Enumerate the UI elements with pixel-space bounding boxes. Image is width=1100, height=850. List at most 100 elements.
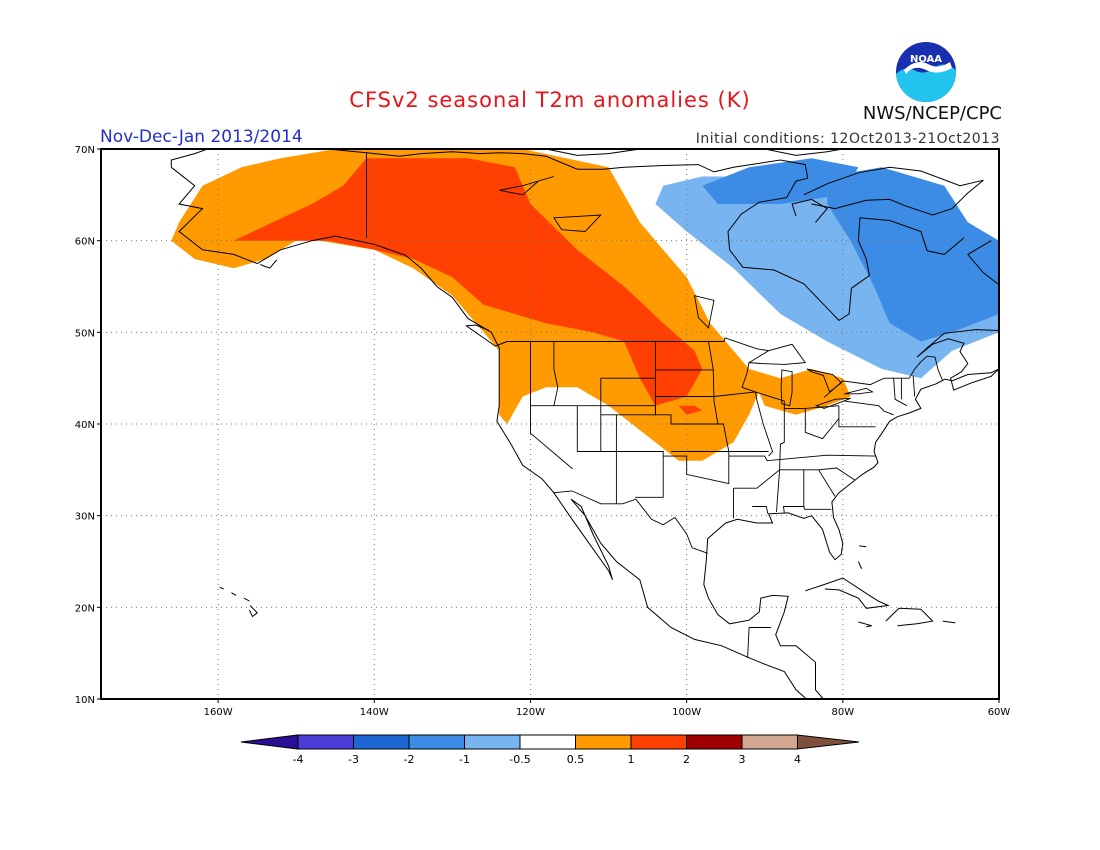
coastline xyxy=(791,198,828,223)
colorbar-segment xyxy=(408,734,465,750)
coastline xyxy=(243,597,250,602)
coastline xyxy=(805,577,890,609)
coastline xyxy=(967,240,999,286)
colorbar-label: 0.5 xyxy=(567,753,585,766)
border-line xyxy=(553,341,559,406)
colorbar-segment xyxy=(464,734,521,750)
agency-label: NWS/NCEP/CPC xyxy=(862,103,1002,124)
noaa-logo: NOAA xyxy=(894,40,958,104)
coastline xyxy=(703,329,999,699)
lat-label: 40N xyxy=(75,420,95,431)
coastline xyxy=(248,605,258,618)
lon-label: 100W xyxy=(672,707,701,718)
lat-label: 70N xyxy=(75,145,95,156)
border-line xyxy=(776,469,781,513)
lat-label: 20N xyxy=(75,603,95,614)
map-title: CFSv2 seasonal T2m anomalies (K) xyxy=(349,88,751,112)
colorbar-label: 1 xyxy=(628,753,635,766)
border-line xyxy=(782,469,805,513)
border-line xyxy=(803,506,832,510)
colorbar-label: 4 xyxy=(794,753,801,766)
colorbar-segment xyxy=(741,734,798,750)
lake-outline xyxy=(553,214,602,232)
coastline xyxy=(1005,318,1053,363)
lat-label: 50N xyxy=(75,328,95,339)
border-line xyxy=(779,408,785,470)
lake-outline xyxy=(693,295,715,329)
border-line xyxy=(663,451,730,485)
border-line xyxy=(530,405,573,470)
colorbar-label: -1 xyxy=(459,753,470,766)
colorbar-low-arrow xyxy=(240,734,299,750)
border-line xyxy=(912,375,916,397)
coastline xyxy=(885,607,934,627)
coastlines xyxy=(170,149,1053,699)
lon-label: 120W xyxy=(516,707,545,718)
noaa-logo-graphic: NOAA xyxy=(895,41,957,103)
border-line xyxy=(576,405,617,504)
colorbar-label: 2 xyxy=(683,753,690,766)
border-line xyxy=(553,490,708,554)
border-line xyxy=(728,454,876,462)
lon-label: 80W xyxy=(832,707,855,718)
border-line xyxy=(752,506,769,514)
border-line xyxy=(893,378,908,407)
political-borders xyxy=(366,152,944,658)
coastline xyxy=(857,561,863,570)
colorbar-label: -3 xyxy=(348,753,359,766)
anomaly-region-quebec-cold xyxy=(827,167,999,342)
lat-label: 30N xyxy=(75,512,95,523)
colorbar-segment xyxy=(353,734,410,750)
logo-text: NOAA xyxy=(910,54,942,65)
lat-label: 10N xyxy=(75,695,95,706)
border-line xyxy=(733,467,855,489)
colorbar: -4 -3 -2 -1 -0.5 0.5 1 2 3 4 xyxy=(240,734,860,766)
border-line xyxy=(838,405,876,428)
lat-label: 60N xyxy=(75,237,95,248)
coastline xyxy=(764,149,843,156)
lake-outline xyxy=(814,397,851,409)
latitude-labels: 10N 20N 30N 40N 50N 60N 70N xyxy=(75,145,101,706)
colorbar-segment xyxy=(630,734,687,750)
coastline xyxy=(170,149,965,322)
lake-outline xyxy=(499,176,555,196)
anomaly-region-great-lakes-warm xyxy=(749,369,851,415)
lake-outline xyxy=(747,343,807,365)
lake-outline xyxy=(780,369,793,407)
coastline xyxy=(170,166,808,699)
colorbar-label: -4 xyxy=(293,753,304,766)
anomaly-region-plains-strong-warm xyxy=(678,405,703,415)
anomaly-fills xyxy=(171,149,999,461)
lon-label: 140W xyxy=(360,707,389,718)
coastline xyxy=(858,621,872,628)
border-line xyxy=(818,469,836,497)
border-line xyxy=(655,391,756,397)
lake-outline xyxy=(806,368,842,393)
coastline xyxy=(260,259,278,269)
coastline xyxy=(859,545,867,548)
coastline xyxy=(545,149,640,156)
border-line xyxy=(506,337,769,352)
longitude-labels: 160W 140W 120W 100W 80W 60W xyxy=(204,699,1011,718)
colorbar-segment xyxy=(686,734,743,750)
initial-conditions: Initial conditions: 12Oct2013-21Oct2013 xyxy=(695,131,1000,147)
border-line xyxy=(747,627,771,658)
coastline xyxy=(231,592,237,596)
lon-label: 60W xyxy=(988,707,1011,718)
lake-outline xyxy=(844,387,874,395)
border-line xyxy=(844,400,894,416)
lon-label: 160W xyxy=(204,707,233,718)
colorbar-segment xyxy=(519,734,576,750)
coastline xyxy=(465,324,508,347)
forecast-period: Nov-Dec-Jan 2013/2014 xyxy=(100,127,303,147)
anomaly-region-arctic-archipelago-cold xyxy=(702,158,859,204)
coastline xyxy=(942,620,956,624)
border-line xyxy=(600,378,656,416)
colorbar-high-arrow xyxy=(797,734,860,750)
border-line xyxy=(804,408,840,440)
border-line xyxy=(671,423,769,452)
border-line xyxy=(823,355,944,398)
colorbar-label: 3 xyxy=(739,753,746,766)
border-line xyxy=(577,378,602,452)
